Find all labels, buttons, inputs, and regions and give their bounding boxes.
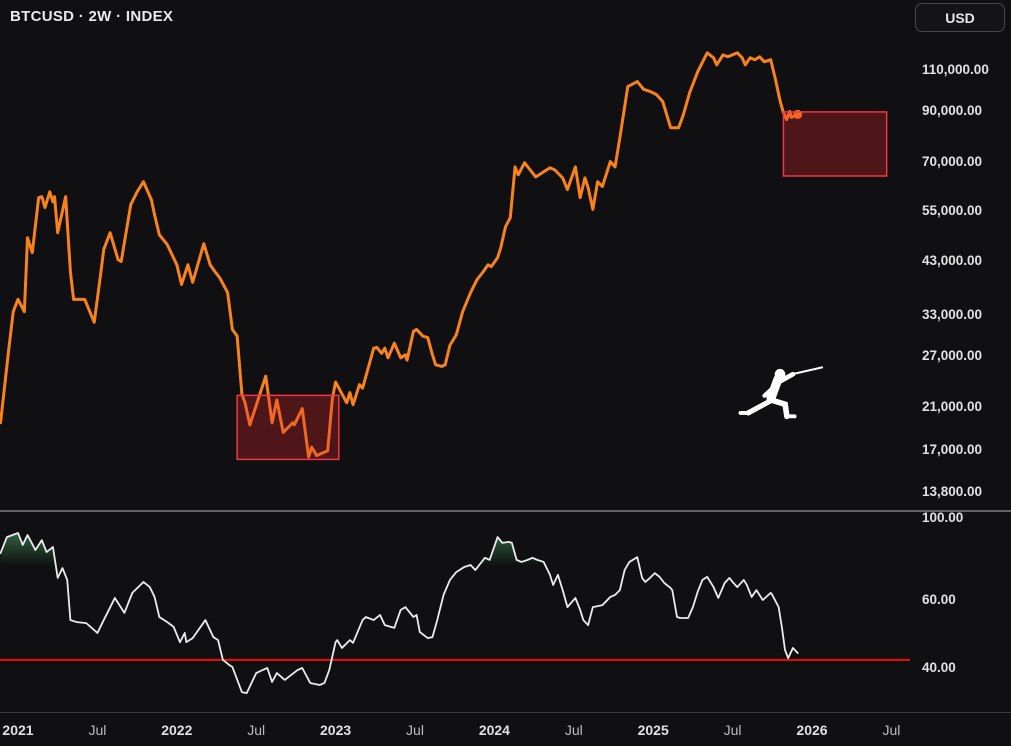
time-axis-month-label: Jul [723,722,742,738]
time-axis-year-label: 2025 [637,722,669,738]
time-axis-month-label: Jul [247,722,266,738]
time-axis-year-label: 2022 [161,722,193,738]
time-axis-month-label: Jul [882,722,901,738]
time-axis-year-label: 2021 [2,722,34,738]
time-axis-year-label: 2026 [796,722,828,738]
time-axis-year-label: 2023 [320,722,352,738]
time-axis-month-label: Jul [406,722,424,738]
time-axis-month-label: Jul [88,722,107,738]
time-axis-month-label: Jul [564,722,583,738]
currency-unit-button[interactable]: USD [915,3,1005,32]
time-axis-year-label: 2024 [478,722,510,738]
time-axis[interactable]: 2021 Jul 2022 Jul 2023 Jul 2024 Jul 2025 Jul 2026 J… [0,712,1011,746]
symbol-title[interactable]: BTCUSD · 2W · INDEX [10,8,174,25]
